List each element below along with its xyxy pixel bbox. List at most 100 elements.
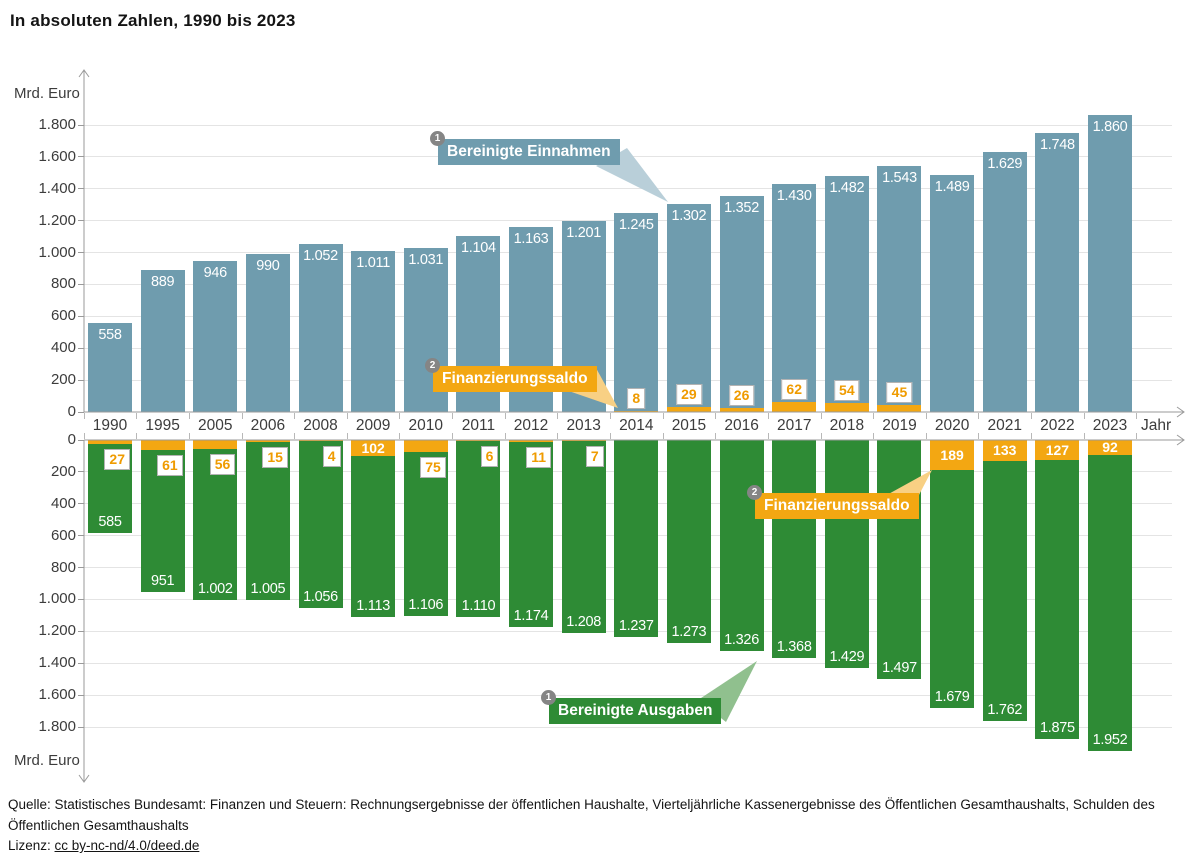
year-cell-tick <box>557 433 559 439</box>
revenue-bar <box>351 250 396 412</box>
expenditure-bar <box>561 441 606 633</box>
license-prefix: Lizenz: <box>8 838 55 853</box>
revenue-bar <box>298 244 343 412</box>
axis-tick-bottom <box>78 694 84 696</box>
axis-tick-label-top: 1.600 <box>38 147 76 165</box>
year-label: 2015 <box>671 417 707 434</box>
axis-tick-top <box>78 220 84 222</box>
year-label: 2011 <box>461 417 496 434</box>
expenditure-value-label: 1.110 <box>461 597 496 614</box>
saldo-value-label: 7 <box>585 446 604 468</box>
year-cell-tick <box>1083 413 1085 419</box>
revenue-value-label: 558 <box>98 327 122 344</box>
saldo-value-label: 11 <box>526 446 552 468</box>
axis-tick-label-bottom: 600 <box>50 526 76 544</box>
saldo-bar-bottom <box>351 440 396 457</box>
year-label: 1995 <box>145 417 180 434</box>
expenditure-value-label: 1.056 <box>303 589 338 606</box>
year-label: 2008 <box>303 417 338 434</box>
axis-tick-bottom <box>78 567 84 569</box>
year-cell-tick <box>715 433 717 439</box>
revenue-bar <box>877 165 922 405</box>
year-cell-tick <box>83 433 85 439</box>
saldo-value-label: 61 <box>157 454 183 476</box>
saldo-bar-bottom <box>930 440 975 471</box>
revenue-bar <box>1088 115 1132 412</box>
axis-tick-top <box>78 188 84 190</box>
revenue-bar <box>140 270 185 412</box>
saldo-bar-top <box>666 407 711 412</box>
axis-tick-top <box>78 252 84 254</box>
einnahmen-callout-label: Bereinigte Einnahmen <box>447 143 611 160</box>
year-cell-tick <box>241 433 243 439</box>
year-cell-tick <box>452 413 454 419</box>
revenue-value-label: 1.482 <box>829 179 865 196</box>
axis-tick-bottom <box>78 630 84 632</box>
saldo-bar-bottom <box>140 440 185 450</box>
revenue-value-label: 1.748 <box>1039 137 1075 154</box>
saldo-value-label: 29 <box>676 384 702 406</box>
year-label: 2016 <box>724 417 759 434</box>
license-line: Lizenz: cc by-nc-nd/4.0/deed.de <box>8 836 1192 857</box>
revenue-value-label: 1.245 <box>618 217 654 234</box>
expenditure-value-label: 1.273 <box>671 623 707 640</box>
expenditure-bar <box>772 440 817 659</box>
revenue-value-label: 1.302 <box>671 208 707 225</box>
revenue-value-label: 1.543 <box>882 169 917 186</box>
axis-tick-bottom <box>78 598 84 600</box>
axis-tick-bottom <box>78 662 84 664</box>
year-cell-tick <box>610 413 611 419</box>
ausgaben-callout: 1 Bereinigte Ausgaben <box>541 690 722 724</box>
saldo-bar-bottom <box>561 440 606 442</box>
expenditure-value-label: 1.106 <box>408 597 444 614</box>
axis-tick-top <box>78 156 84 158</box>
axis-tick-bottom <box>78 726 84 728</box>
saldo-bottom-callout-label: Finanzierungssaldo <box>764 497 910 514</box>
year-cell-tick <box>715 413 717 419</box>
expenditure-bar <box>245 442 290 601</box>
expenditure-bar <box>666 440 711 643</box>
revenue-value-label: 1.629 <box>987 156 1023 173</box>
expenditure-bar <box>824 440 869 668</box>
axis-tick-label-bottom: 400 <box>50 494 76 512</box>
revenue-bar <box>614 213 659 411</box>
saldo-bar-bottom <box>403 440 448 452</box>
axis-tick-top <box>78 315 84 317</box>
revenue-bar <box>88 323 132 412</box>
expenditure-bar <box>351 456 396 618</box>
year-cell-tick <box>136 413 138 419</box>
axis-tick-top <box>78 124 84 126</box>
saldo-bar-top <box>877 404 922 412</box>
saldo-value-label: 56 <box>209 453 236 475</box>
year-label: 2012 <box>513 417 549 434</box>
license-link[interactable]: cc by-nc-nd/4.0/deed.de <box>54 838 200 853</box>
expenditure-bar <box>930 470 975 708</box>
revenue-bar <box>1035 133 1080 412</box>
einnahmen-callout-badge: 1 <box>430 131 445 146</box>
axis-tick-label-top: 1.200 <box>38 211 76 229</box>
axis-tick-label-top: 600 <box>50 307 76 325</box>
gridline-top <box>84 124 1172 126</box>
expenditure-bar <box>298 440 343 609</box>
year-label: 1990 <box>92 417 128 434</box>
year-cell-tick <box>925 433 927 439</box>
revenue-value-label: 1.201 <box>566 224 602 241</box>
einnahmen-callout: 1 Bereinigte Einnahmen <box>430 131 620 165</box>
axis-tick-label-bottom: 1.400 <box>38 654 76 672</box>
gridline-bottom <box>84 662 1172 664</box>
year-cell-tick <box>1083 433 1085 439</box>
saldo-bottom-callout-badge: 2 <box>747 485 762 500</box>
saldo-value-label: 27 <box>104 449 130 471</box>
saldo-top-callout: 2 Finanzierungssaldo <box>425 358 597 392</box>
saldo-bar-top <box>772 402 817 412</box>
axis-tick-top <box>78 283 84 285</box>
year-label: 2019 <box>882 417 917 434</box>
axis-tick-top <box>78 379 84 381</box>
expenditure-value-label: 951 <box>150 572 175 589</box>
gridline-bottom <box>84 694 1172 696</box>
axis-tick-bottom <box>78 503 84 505</box>
ausgaben-callout-label: Bereinigte Ausgaben <box>558 702 713 719</box>
year-label: 2023 <box>1092 417 1128 434</box>
expenditure-value-label: 1.497 <box>882 659 917 676</box>
